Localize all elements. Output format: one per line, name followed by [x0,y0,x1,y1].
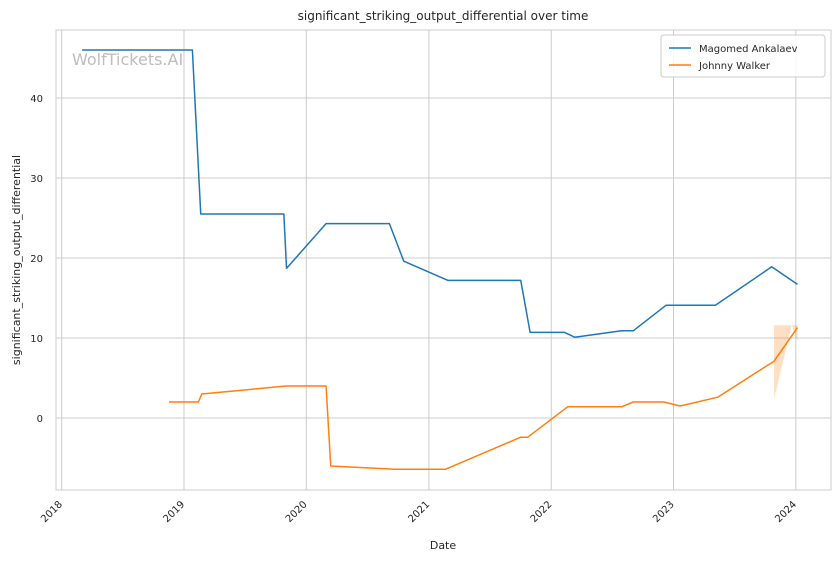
chart-title: significant_striking_output_differential… [298,9,589,23]
x-axis-label: Date [430,539,457,552]
legend-label: Magomed Ankalaev [699,44,798,55]
y-tick-label: 0 [37,414,43,425]
y-axis-label: significant_striking_output_differential [10,155,23,365]
y-tick-label: 40 [30,94,43,105]
y-tick-label: 30 [30,174,43,185]
plot-frame [55,29,832,491]
series-line [82,49,798,338]
legend-label: Johnny Walker [698,61,771,72]
watermark: WolfTickets.AI [72,50,183,69]
legend-frame [660,34,826,78]
grid [56,30,831,490]
y-tick-label: 10 [30,334,43,345]
legend: Magomed Ankalaev Johnny Walker [660,34,826,78]
confidence-bands [774,325,798,399]
series-lines [82,49,799,470]
series-line [168,327,799,470]
confidence-band [774,325,798,399]
y-tick-label: 20 [30,254,43,265]
